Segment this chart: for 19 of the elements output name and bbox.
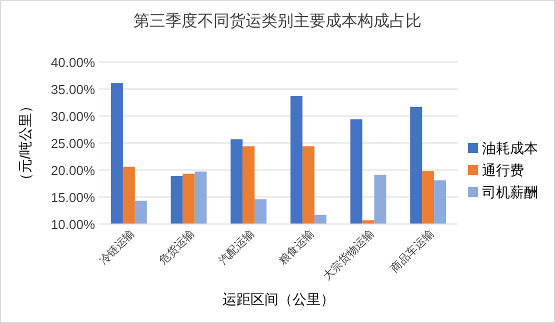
x-tick-label: 大宗货物运输 [320, 226, 376, 283]
y-tick-label: 30.00% [50, 109, 96, 124]
y-tick-label: 35.00% [50, 82, 96, 97]
chart-title: 第三季度不同货运类别主要成本构成占比 [134, 12, 422, 30]
legend-label: 油耗成本 [482, 140, 538, 156]
y-tick-label: 10.00% [50, 217, 96, 232]
x-tick-label: 粮食运输 [276, 226, 317, 268]
y-tick-label: 40.00% [50, 55, 96, 70]
y-axis-title: （元/吨公里） [17, 99, 33, 187]
legend-label: 司机薪酬 [482, 184, 538, 200]
y-tick-label: 15.00% [50, 190, 96, 205]
x-tick-label: 汽配运输 [216, 226, 257, 268]
x-axis-title: 运距区间（公里） [222, 291, 334, 307]
x-tick-label: 商品车运输 [388, 226, 436, 276]
y-tick-label: 20.00% [50, 163, 96, 178]
y-tick-label: 25.00% [50, 136, 96, 151]
x-tick-label: 危货运输 [156, 226, 197, 268]
x-tick-label: 冷链运输 [96, 226, 138, 268]
legend-label: 通行费 [482, 162, 524, 178]
